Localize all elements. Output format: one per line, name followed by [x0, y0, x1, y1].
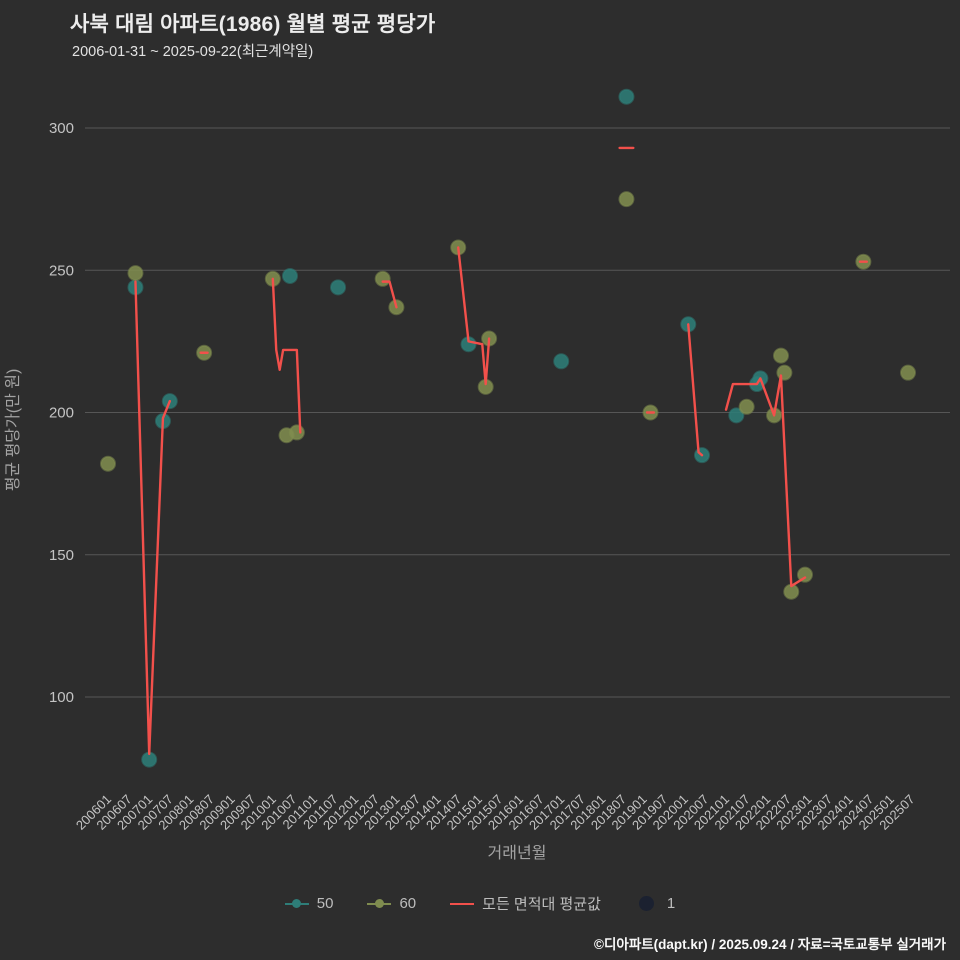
- legend-label: 모든 면적대 평균값: [482, 896, 601, 913]
- legend-label: 50: [316, 895, 334, 912]
- point-60: [900, 364, 917, 381]
- avg-line-segment: [457, 246, 491, 386]
- point-60: [374, 270, 391, 287]
- point-50: [553, 353, 570, 370]
- y-tick-label: 250: [49, 262, 74, 279]
- point-50: [281, 267, 298, 284]
- y-tick-label: 200: [49, 405, 74, 422]
- y-tick-label: 300: [49, 120, 74, 137]
- point-60: [100, 455, 116, 472]
- x-axis-title: 거래년월: [488, 844, 547, 862]
- legend-item-60[interactable]: 60: [367, 895, 416, 912]
- point-60: [127, 265, 144, 282]
- legend-marker-dot-icon: [367, 896, 392, 911]
- point-60: [618, 191, 635, 208]
- legend-marker-bubble-icon: [635, 896, 659, 911]
- legend-item-모든 면적대 평균값[interactable]: 모든 면적대 평균값: [450, 893, 601, 914]
- legend-marker-dot-icon: [284, 896, 309, 911]
- point-60: [738, 398, 755, 415]
- avg-line-segment: [271, 277, 302, 434]
- point-50: [330, 279, 347, 296]
- point-50: [728, 407, 745, 424]
- avg-line-segment: [687, 323, 704, 457]
- chart-legend: 50 60 모든 면적대 평균값 1: [0, 893, 960, 914]
- legend-marker-line-icon: [450, 896, 475, 911]
- legend-item-1[interactable]: 1: [635, 895, 675, 912]
- y-tick-label: 100: [49, 689, 74, 706]
- footer-credit: ©디아파트(dapt.kr) / 2025.09.24 / 자료=국토교통부 실…: [594, 937, 946, 952]
- chart-subtitle: 2006-01-31 ~ 2025-09-22(최근계약일): [72, 44, 314, 60]
- plot-area: 평균 평당가(만 원) 거래년월 10015020025030020060120…: [4, 88, 950, 862]
- legend-label: 1: [666, 895, 676, 912]
- point-60: [772, 347, 789, 364]
- y-axis-title: 평균 평당가(만 원): [4, 369, 22, 492]
- y-tick-label: 150: [49, 547, 74, 564]
- point-60: [797, 566, 814, 583]
- avg-line-segment: [381, 280, 398, 309]
- legend-item-50[interactable]: 50: [284, 895, 334, 912]
- avg-line-segment: [134, 280, 172, 756]
- point-60: [288, 424, 305, 441]
- legend-label: 60: [399, 895, 417, 912]
- avg-line-segment: [724, 374, 807, 588]
- chart-title: 사북 대림 아파트(1986) 월별 평균 평당가: [70, 13, 436, 36]
- point-50: [618, 88, 635, 105]
